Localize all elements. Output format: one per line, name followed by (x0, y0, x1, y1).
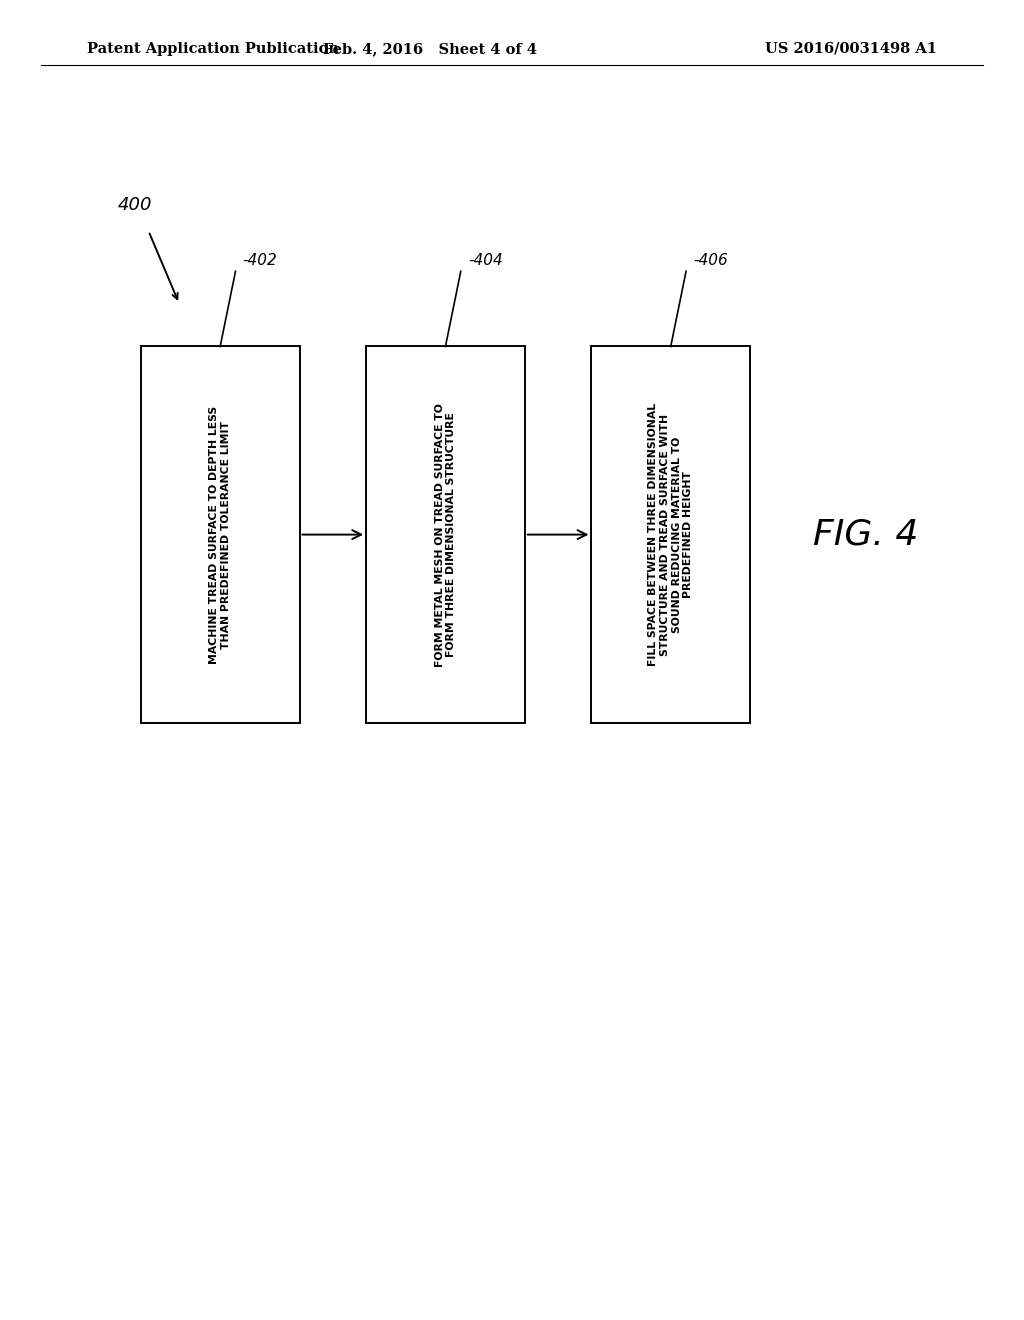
Text: FILL SPACE BETWEEN THREE DIMENSIONAL
STRUCTURE AND TREAD SURFACE WITH
SOUND REDU: FILL SPACE BETWEEN THREE DIMENSIONAL STR… (648, 403, 693, 667)
Text: -404: -404 (468, 253, 503, 268)
Text: FORM METAL MESH ON TREAD SURFACE TO
FORM THREE DIMENSIONAL STRUCTURE: FORM METAL MESH ON TREAD SURFACE TO FORM… (434, 403, 457, 667)
Text: Patent Application Publication: Patent Application Publication (87, 42, 339, 55)
Bar (141, 346, 299, 722)
Text: -402: -402 (243, 253, 278, 268)
Bar (592, 346, 750, 722)
Text: FIG. 4: FIG. 4 (813, 517, 918, 552)
Text: -406: -406 (693, 253, 728, 268)
Text: US 2016/0031498 A1: US 2016/0031498 A1 (765, 42, 937, 55)
Text: 400: 400 (118, 195, 153, 214)
Text: MACHINE TREAD SURFACE TO DEPTH LESS
THAN PREDEFINED TOLERANCE LIMIT: MACHINE TREAD SURFACE TO DEPTH LESS THAN… (209, 405, 231, 664)
Bar (367, 346, 524, 722)
Text: Feb. 4, 2016   Sheet 4 of 4: Feb. 4, 2016 Sheet 4 of 4 (324, 42, 537, 55)
